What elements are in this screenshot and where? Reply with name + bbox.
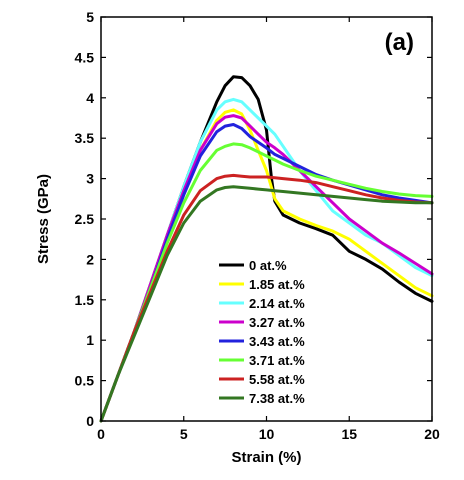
series-line-6 xyxy=(99,173,434,423)
legend-label-3: 3.27 at.% xyxy=(249,315,305,330)
y-tick-label-6: 3 xyxy=(86,171,94,187)
y-tick-label-4: 2 xyxy=(86,251,94,267)
legend-label-0: 0 at.% xyxy=(249,258,287,273)
legend-label-5: 3.71 at.% xyxy=(249,353,305,368)
legend: 0 at.% 1.85 at.% 2.14 at.% 3.27 at.% 3.43 at… xyxy=(219,258,305,406)
legend-label-1: 1.85 at.% xyxy=(249,277,305,292)
x-tick-label-0: 0 xyxy=(97,426,105,442)
y-tick-label-1: 0.5 xyxy=(75,373,95,389)
y-tick-label-3: 1.5 xyxy=(75,292,95,308)
series-line-5 xyxy=(99,142,434,423)
y-axis-label: Stress (GPa) xyxy=(35,174,52,264)
y-tick-label-5: 2.5 xyxy=(75,211,95,227)
series-line-4 xyxy=(99,123,434,423)
x-tick-label-4: 20 xyxy=(424,426,440,442)
x-tick-label-1: 5 xyxy=(180,426,188,442)
legend-label-6: 5.58 at.% xyxy=(249,372,305,387)
y-tick-label-2: 1 xyxy=(86,332,94,348)
series-layer xyxy=(99,75,434,423)
legend-label-2: 2.14 at.% xyxy=(249,296,305,311)
x-tick-label-3: 15 xyxy=(341,426,357,442)
axes-layer: 0 5 10 15 20 0 0.5 1 1.5 2 2.5 3 3.5 4 4.5 5 xyxy=(75,9,440,442)
series-line-0 xyxy=(99,75,434,423)
y-tick-label-0: 0 xyxy=(86,413,94,429)
y-tick-label-10: 5 xyxy=(86,9,94,25)
panel-label: (a) xyxy=(385,29,414,56)
y-tick-label-9: 4.5 xyxy=(75,49,95,65)
legend-label-4: 3.43 at.% xyxy=(249,334,305,349)
x-tick-label-2: 10 xyxy=(259,426,275,442)
y-tick-label-7: 3.5 xyxy=(75,130,95,146)
x-axis-label: Strain (%) xyxy=(231,449,301,466)
y-tick-label-8: 4 xyxy=(86,90,94,106)
legend-label-7: 7.38 at.% xyxy=(249,391,305,406)
series-line-7 xyxy=(99,185,434,423)
